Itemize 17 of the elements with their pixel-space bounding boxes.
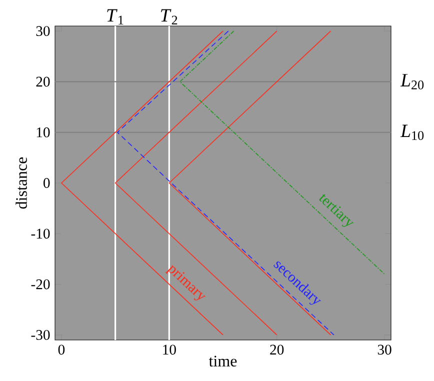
ref-line-label: T$_{1}$ [107, 9, 124, 24]
x-axis-title: time [208, 356, 237, 366]
ref-line-label: L$_{10}$ [400, 124, 424, 140]
y-tick-label: -20 [31, 279, 50, 290]
y-tick-label: -10 [31, 228, 50, 239]
y-tick-label: 10 [36, 127, 50, 138]
x-tick-label: 30 [378, 344, 392, 355]
x-tick-label: 0 [58, 344, 65, 355]
x-tick-label: 20 [270, 344, 284, 355]
y-tick-label: 0 [44, 178, 50, 188]
y-tick-label: -30 [31, 330, 50, 340]
y-tick-label: 20 [36, 76, 50, 87]
y-axis-title: distance [16, 157, 27, 209]
ref-line-label: L$_{20}$ [400, 74, 424, 90]
ref-line-label: T$_{2}$ [161, 9, 178, 24]
y-tick-label: 30 [36, 26, 50, 36]
x-tick-label: 10 [163, 344, 176, 355]
